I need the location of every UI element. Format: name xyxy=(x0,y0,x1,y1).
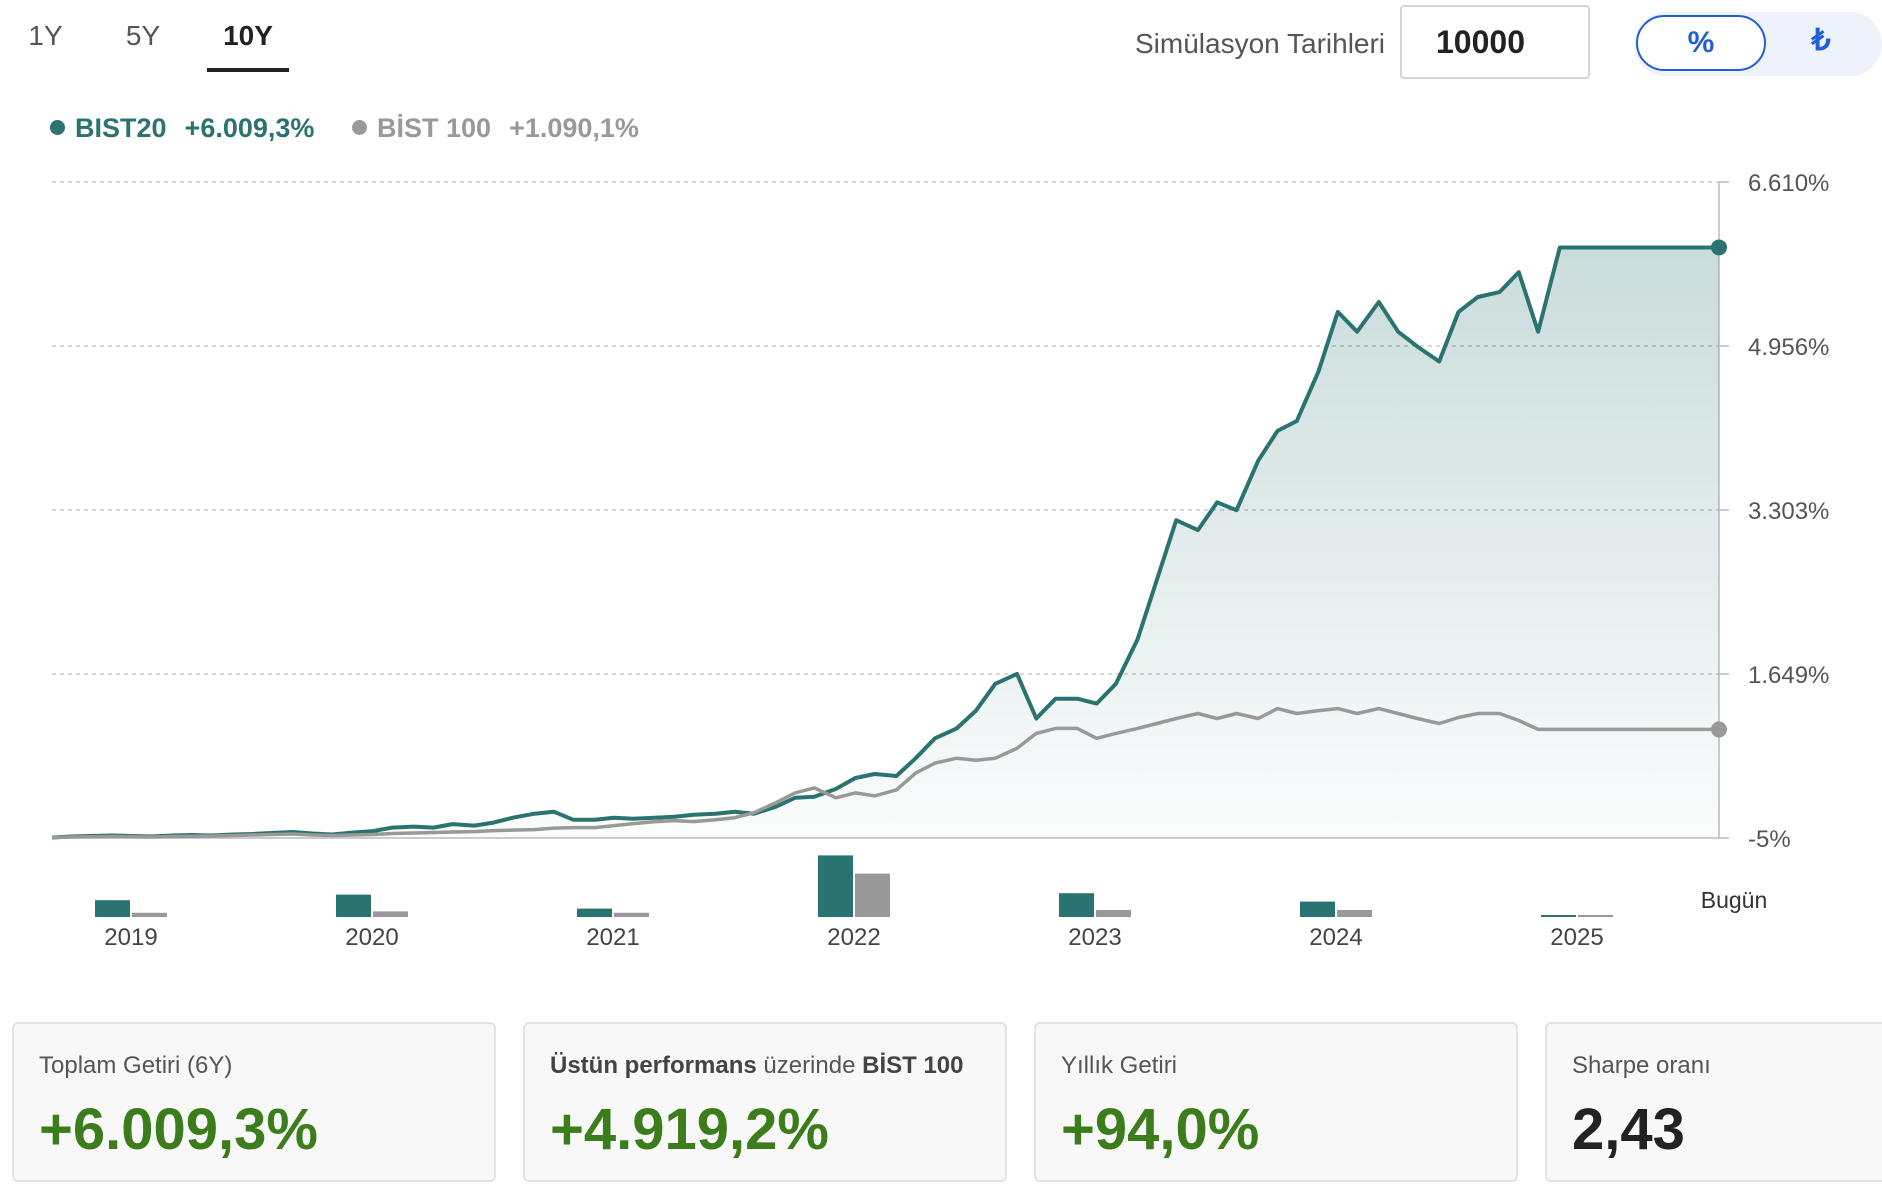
simulation-label: Simülasyon Tarihleri xyxy=(1135,28,1386,59)
active-tab-underline xyxy=(207,68,289,72)
card-outperformance: Üstün performans üzerinde BİST 100 +4.91… xyxy=(523,1022,1007,1182)
card-label-bold: Üstün performans xyxy=(550,1052,757,1079)
annual-bar[interactable] xyxy=(1300,901,1335,917)
performance-chart: 6.610% 4.956% 3.303% 1.649% -5% 2019 2020 2021 2… xyxy=(51,170,1829,951)
card-label: Toplam Getiri (6Y) xyxy=(39,1052,233,1079)
tab-10y[interactable]: 10Y xyxy=(223,20,273,51)
annual-bar[interactable] xyxy=(373,911,408,917)
legend-value: +1.090,1% xyxy=(509,113,639,143)
unit-toggle: % ₺ xyxy=(1634,12,1882,76)
legend-value: +6.009,3% xyxy=(184,113,315,143)
percent-toggle-button[interactable]: % xyxy=(1636,15,1766,71)
annual-bar[interactable] xyxy=(132,912,167,917)
annual-bar[interactable] xyxy=(818,855,853,917)
currency-toggle-button[interactable]: ₺ xyxy=(1811,24,1831,57)
card-label: Sharpe oranı xyxy=(1572,1052,1711,1079)
series-end-point-0[interactable] xyxy=(1711,239,1727,256)
tab-5y[interactable]: 5Y xyxy=(125,20,161,51)
x-tick-label: 2022 xyxy=(827,924,880,951)
legend-dot-icon xyxy=(50,120,65,135)
annual-bar[interactable] xyxy=(1541,915,1576,917)
y-tick-label: 4.956% xyxy=(1748,334,1829,361)
x-tick-label: 2023 xyxy=(1068,924,1121,951)
legend-name: BİST 100 xyxy=(377,113,492,143)
annual-bar[interactable] xyxy=(336,894,371,917)
x-tick-label: 2020 xyxy=(345,924,398,951)
today-label: Bugün xyxy=(1701,887,1768,913)
card-total-return: Toplam Getiri (6Y) +6.009,3% xyxy=(12,1022,496,1182)
legend-name: BIST20 xyxy=(75,113,167,143)
annual-bar[interactable] xyxy=(1337,910,1372,917)
x-tick-label: 2019 xyxy=(104,924,157,951)
legend-item-bist100: BİST 100 +1.090,1% xyxy=(352,113,639,144)
y-tick-label: -5% xyxy=(1748,826,1791,853)
series-line-1 xyxy=(51,706,1719,840)
series-end-point-1[interactable] xyxy=(1711,721,1727,738)
card-value: 2,43 xyxy=(1572,1097,1685,1162)
annual-bars xyxy=(95,855,1613,917)
annual-bar[interactable] xyxy=(1578,915,1613,917)
card-sharpe-ratio: Sharpe oranı 2,43 xyxy=(1545,1022,1882,1182)
chart-area xyxy=(52,247,1719,838)
annual-bar[interactable] xyxy=(614,912,649,917)
card-label-bold: BİST 100 xyxy=(862,1052,964,1079)
annual-bar[interactable] xyxy=(1059,893,1094,917)
x-tick-label: 2024 xyxy=(1309,924,1362,951)
x-tick-label: 2021 xyxy=(586,924,639,951)
card-label: Yıllık Getiri xyxy=(1061,1052,1178,1079)
annual-bar[interactable] xyxy=(1096,910,1131,917)
y-tick-label: 3.303% xyxy=(1748,498,1829,525)
card-label-mid: üzerinde xyxy=(756,1052,863,1079)
legend-dot-icon xyxy=(352,120,367,135)
y-tick-label: 6.610% xyxy=(1748,170,1829,197)
y-tick-label: 1.649% xyxy=(1748,662,1829,689)
x-tick-label: 2025 xyxy=(1550,924,1603,951)
annual-bar[interactable] xyxy=(577,908,612,917)
card-label: Üstün performans üzerinde BİST 100 xyxy=(550,1052,964,1080)
annual-bar[interactable] xyxy=(95,900,130,917)
card-value: +94,0% xyxy=(1061,1097,1260,1162)
simulation-amount-input[interactable] xyxy=(1400,5,1590,79)
chart-labels: 6.610% 4.956% 3.303% 1.649% -5% 2019 2020 2021 2… xyxy=(104,170,1829,951)
chart-lines xyxy=(51,239,1727,840)
card-annual-return: Yıllık Getiri +94,0% xyxy=(1034,1022,1518,1182)
legend-item-bist20: BIST20 +6.009,3% xyxy=(50,113,314,144)
annual-bar[interactable] xyxy=(855,873,890,917)
series-area-0 xyxy=(52,247,1719,838)
card-value: +6.009,3% xyxy=(39,1097,318,1162)
tab-1y[interactable]: 1Y xyxy=(28,20,63,51)
card-value: +4.919,2% xyxy=(550,1097,829,1162)
